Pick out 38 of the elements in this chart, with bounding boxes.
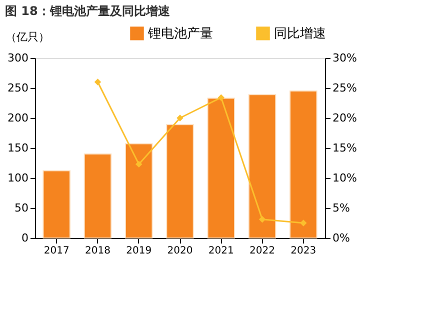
y-tick-label: 250 <box>8 82 28 94</box>
bar <box>248 94 276 238</box>
x-tick-label: 2022 <box>250 246 275 256</box>
y-tick-label: 100 <box>8 172 28 184</box>
y2-tick-label: 25% <box>332 82 357 94</box>
y2-tick-label: 30% <box>332 52 357 64</box>
bar <box>84 154 112 238</box>
point <box>218 94 224 101</box>
legend-label: 同比增速 <box>274 26 326 42</box>
bar <box>42 170 70 238</box>
y2-tick-label: 20% <box>332 112 357 124</box>
chart-title: 图 18：锂电池产量及同比增速 <box>5 4 171 18</box>
y2-tick-label: 15% <box>332 142 357 154</box>
x-tick-label: 2021 <box>208 246 234 256</box>
point <box>300 220 307 226</box>
y2-tick-label: 10% <box>332 172 357 184</box>
y2-tick-label: 0% <box>332 232 350 244</box>
y-axis-title: （亿只） <box>6 30 50 44</box>
y-tick-label: 50 <box>14 202 28 214</box>
y-tick-label: 300 <box>8 52 28 64</box>
point <box>136 160 142 168</box>
y-tick-label: 0 <box>22 232 28 244</box>
x-tick-label: 2023 <box>290 246 316 256</box>
bar <box>207 98 236 238</box>
bar <box>124 143 153 238</box>
legend-label: 锂电池产量 <box>147 26 213 42</box>
y2-tick-label: 5% <box>332 202 350 214</box>
x-tick-label: 2018 <box>85 246 110 256</box>
y-tick-label: 200 <box>8 112 28 124</box>
x-tick-label: 2020 <box>167 246 193 256</box>
x-tick-label: 2017 <box>44 246 70 256</box>
point <box>94 78 102 86</box>
bar <box>166 124 194 238</box>
x-tick-label: 2019 <box>126 246 152 256</box>
point <box>258 216 266 223</box>
bar <box>290 90 318 238</box>
y-tick-label: 150 <box>8 142 28 154</box>
point <box>176 114 184 122</box>
